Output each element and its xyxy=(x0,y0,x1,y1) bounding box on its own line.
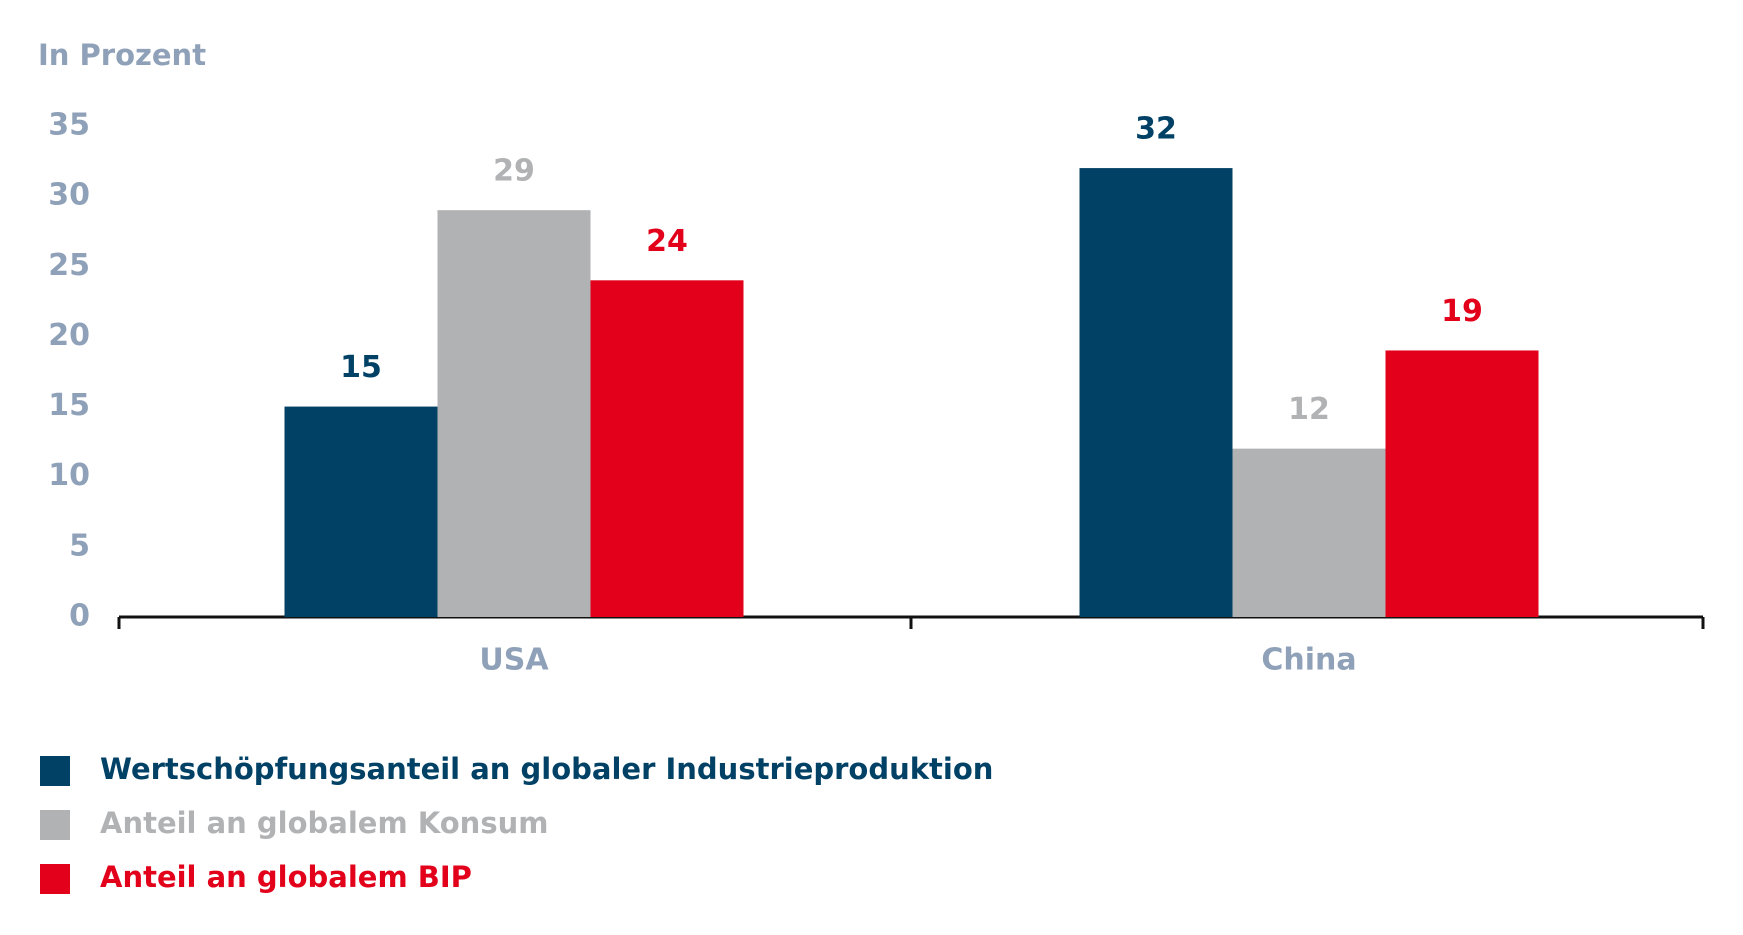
value-label: 19 xyxy=(1441,294,1483,329)
x-tick-label: USA xyxy=(479,643,549,678)
legend-swatch xyxy=(40,810,70,840)
legend-label: Wertschöpfungsanteil an globaler Industr… xyxy=(100,752,993,786)
bar xyxy=(1232,448,1386,617)
legend-label: Anteil an globalem Konsum xyxy=(100,806,548,840)
value-label: 12 xyxy=(1288,392,1330,427)
y-tick-label: 5 xyxy=(69,528,90,563)
y-tick-label: 35 xyxy=(48,108,90,143)
value-label: 29 xyxy=(493,154,535,189)
value-label: 32 xyxy=(1135,112,1177,147)
bar xyxy=(590,280,744,617)
value-label: 24 xyxy=(646,224,688,259)
y-tick-label: 20 xyxy=(48,318,90,353)
value-label: 15 xyxy=(340,350,382,385)
y-axis-label: In Prozent xyxy=(38,38,206,72)
y-tick-label: 30 xyxy=(48,178,90,213)
y-tick-label: 10 xyxy=(48,458,90,493)
legend-swatch xyxy=(40,756,70,786)
bar xyxy=(437,210,591,617)
bar xyxy=(284,406,438,617)
y-tick-label: 25 xyxy=(48,248,90,283)
legend-label: Anteil an globalem BIP xyxy=(100,860,472,894)
y-tick-label: 15 xyxy=(48,388,90,423)
legend-swatch xyxy=(40,864,70,894)
x-tick-label: China xyxy=(1261,643,1356,678)
bar xyxy=(1079,168,1233,618)
y-tick-label: 0 xyxy=(69,599,90,634)
bar xyxy=(1385,350,1539,617)
